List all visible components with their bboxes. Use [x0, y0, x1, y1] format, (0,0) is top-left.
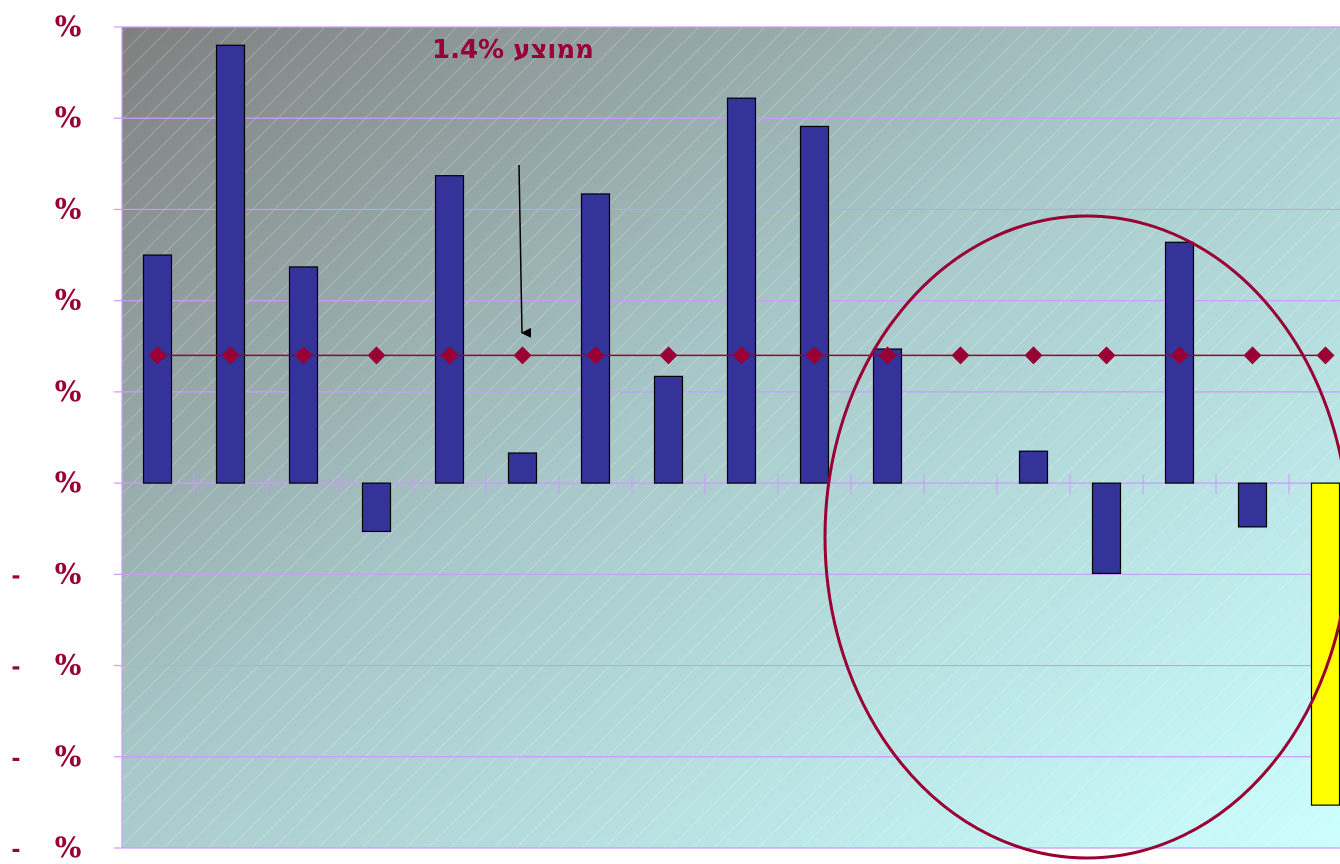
bar	[142, 254, 173, 484]
average-marker	[1097, 346, 1116, 365]
average-marker	[586, 346, 605, 365]
bar	[1091, 482, 1122, 575]
y-tick-label: %	[55, 831, 82, 864]
y-tick-label: %	[55, 557, 82, 590]
average-marker	[1024, 346, 1043, 365]
y-tick-label: %	[55, 10, 82, 43]
average-marker	[221, 346, 240, 365]
average-marker	[878, 346, 897, 365]
bar	[653, 375, 684, 484]
average-marker	[513, 346, 532, 365]
y-tick-label: %	[55, 101, 82, 134]
bar	[1237, 482, 1268, 528]
average-marker	[440, 346, 459, 365]
bar	[580, 193, 611, 484]
bars	[142, 44, 1340, 806]
bar	[799, 125, 830, 484]
y-tick-label: %	[55, 466, 82, 499]
bar	[507, 452, 538, 484]
average-marker	[732, 346, 751, 365]
average-label: ממוצע 1.4%	[432, 35, 594, 65]
y-tick-label: %	[55, 375, 82, 408]
y-tick-label: %	[55, 192, 82, 225]
bar	[434, 175, 465, 484]
bar	[872, 348, 903, 484]
y-tick-negative-sign: -	[11, 656, 20, 681]
average-marker	[1316, 346, 1335, 365]
average-pointer-arrow	[518, 164, 532, 338]
average-marker	[294, 346, 313, 365]
y-tick-label: %	[55, 284, 82, 317]
y-axis: %%%%%%% -% -% -% -	[11, 10, 123, 864]
bar	[726, 97, 757, 484]
average-marker	[951, 346, 970, 365]
average-marker	[659, 346, 678, 365]
y-tick-label: %	[55, 740, 82, 773]
bar	[288, 266, 319, 484]
x-axis-ticks	[193, 474, 1290, 495]
y-tick-label: %	[55, 649, 82, 682]
average-marker	[367, 346, 386, 365]
bar	[1018, 450, 1049, 484]
average-marker	[1170, 346, 1189, 365]
highlight-ellipse	[823, 214, 1340, 860]
bar	[361, 482, 392, 533]
average-marker	[148, 346, 167, 365]
average-marker	[805, 346, 824, 365]
average-series	[148, 346, 1335, 365]
y-tick-negative-sign: -	[11, 564, 20, 589]
y-tick-negative-sign: -	[11, 747, 20, 772]
y-tick-negative-sign: -	[11, 838, 20, 863]
average-marker	[1243, 346, 1262, 365]
bar	[215, 44, 246, 484]
